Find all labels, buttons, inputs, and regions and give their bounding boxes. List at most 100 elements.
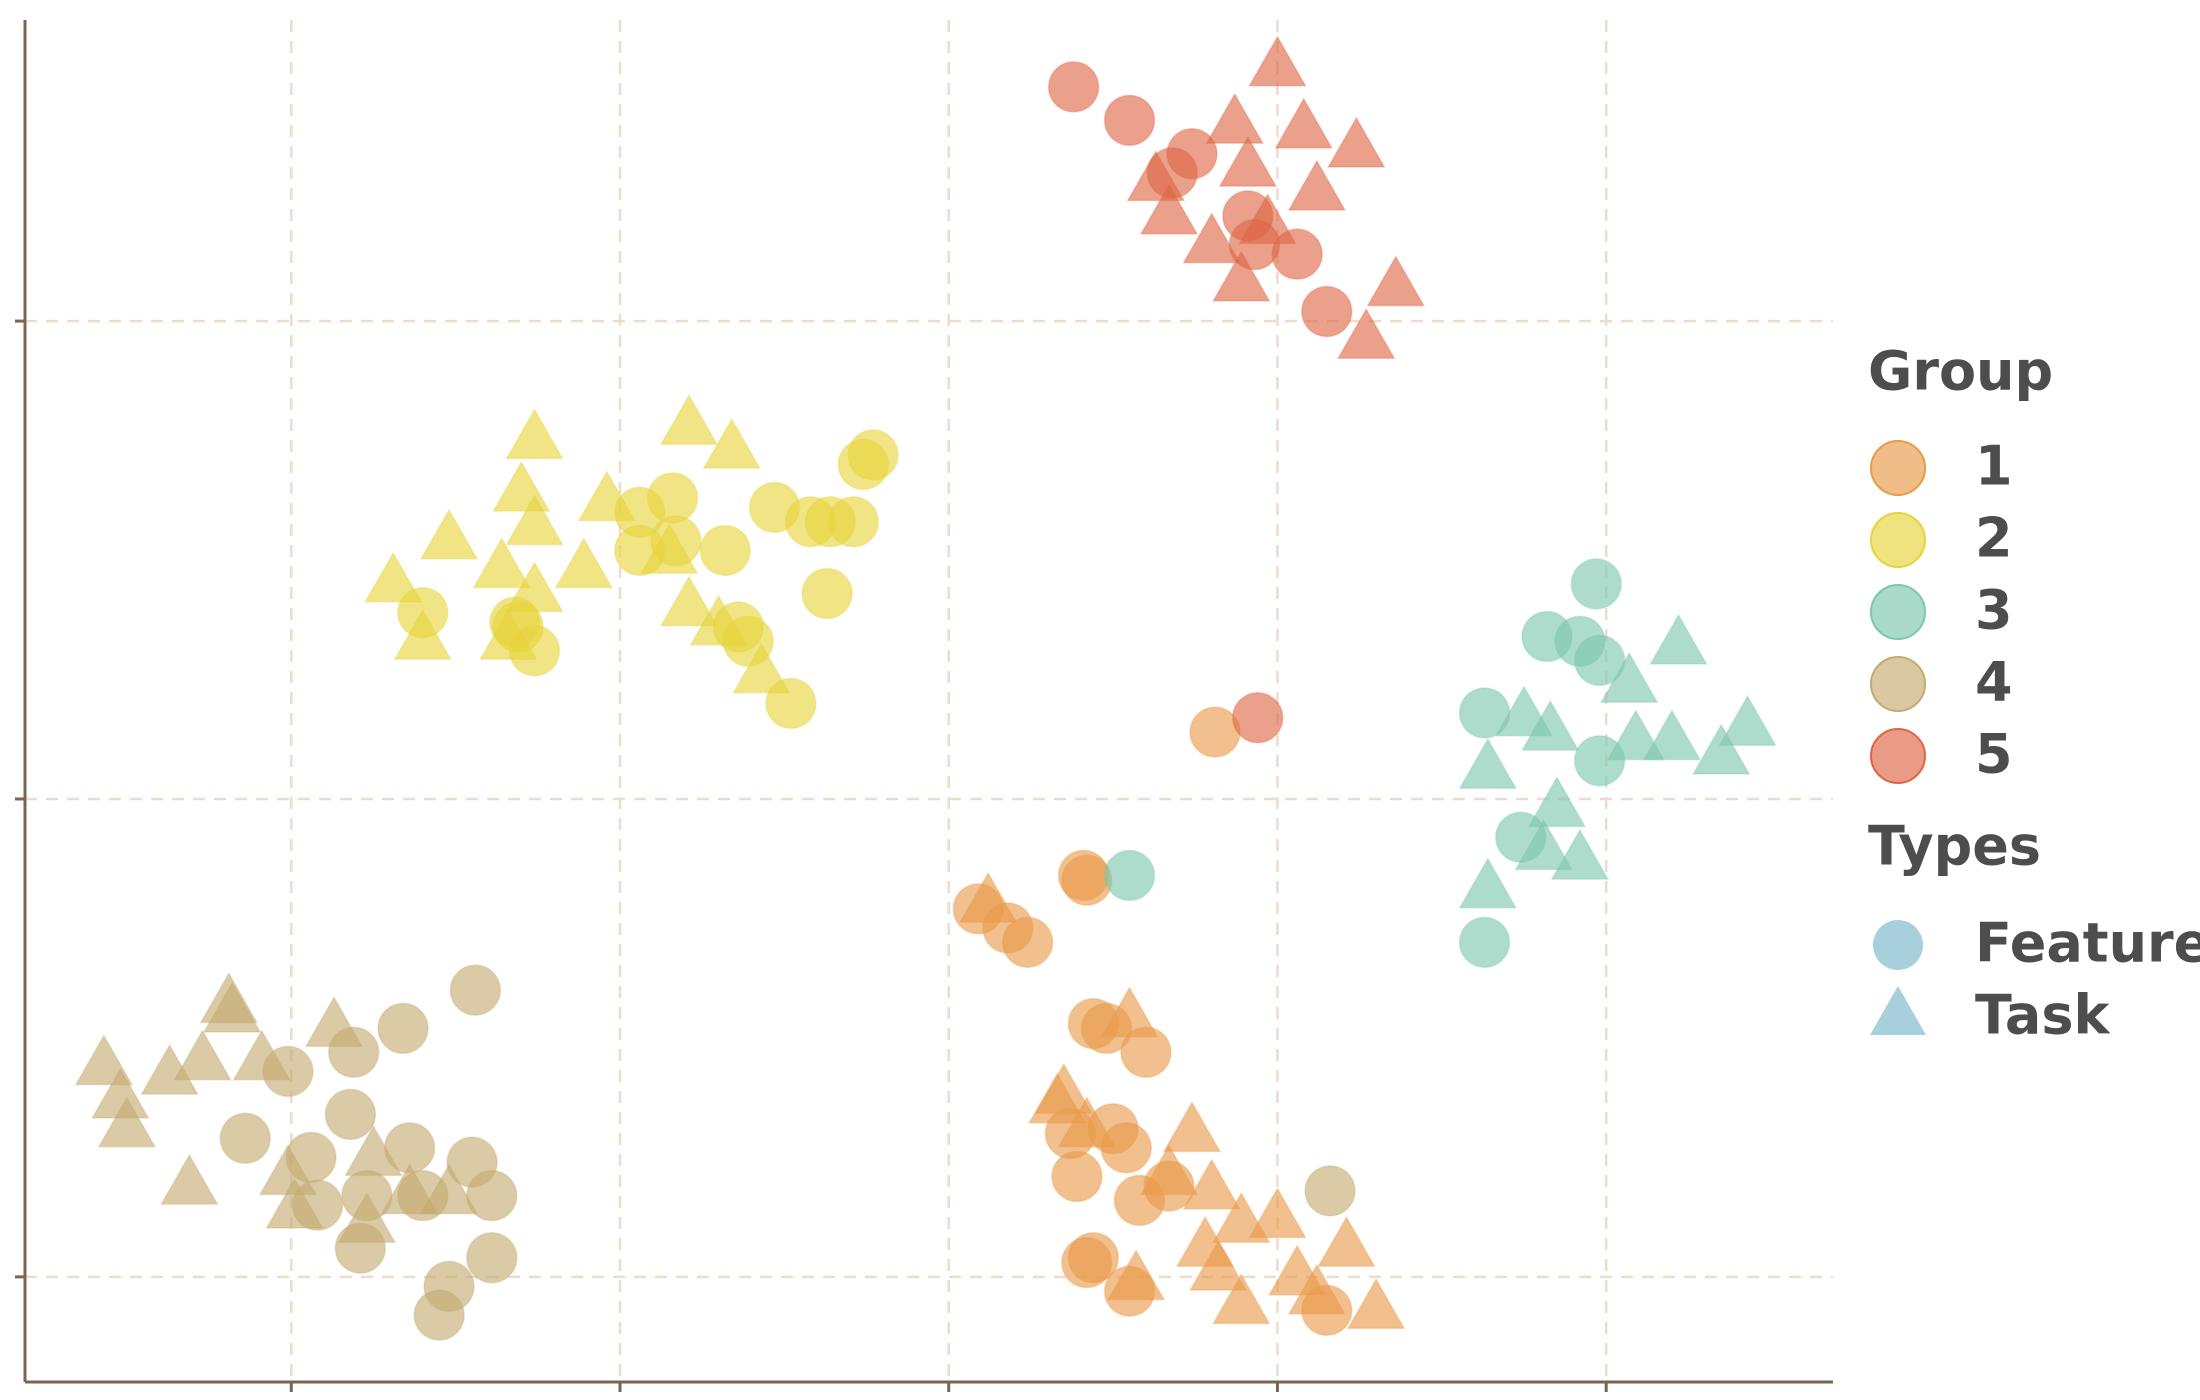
point bbox=[554, 537, 614, 589]
point bbox=[1106, 1249, 1166, 1301]
point bbox=[1274, 97, 1334, 149]
point bbox=[304, 995, 364, 1048]
point bbox=[1458, 737, 1518, 790]
point bbox=[837, 438, 890, 491]
point bbox=[1218, 135, 1278, 187]
legend-label: 5 bbox=[1975, 723, 2013, 786]
point bbox=[492, 460, 551, 512]
point bbox=[1327, 116, 1386, 168]
legend-title: Group bbox=[1868, 340, 2053, 403]
point bbox=[1366, 255, 1426, 307]
point bbox=[1211, 1273, 1271, 1325]
legend-label: 1 bbox=[1975, 435, 2013, 498]
legend-swatch bbox=[1870, 512, 1926, 568]
point bbox=[1182, 1158, 1241, 1210]
point bbox=[324, 1088, 377, 1141]
point bbox=[1100, 986, 1159, 1038]
point bbox=[1061, 1236, 1113, 1289]
point bbox=[74, 1034, 134, 1086]
point bbox=[1317, 1215, 1376, 1267]
point bbox=[265, 1177, 324, 1229]
point bbox=[1606, 709, 1666, 761]
point bbox=[1287, 159, 1347, 211]
point bbox=[1001, 916, 1054, 969]
point bbox=[160, 1153, 219, 1205]
point bbox=[1573, 634, 1626, 687]
point bbox=[958, 871, 1018, 923]
point bbox=[173, 1029, 232, 1081]
point bbox=[377, 1002, 429, 1055]
point bbox=[1188, 1239, 1248, 1291]
point bbox=[577, 470, 637, 522]
legend-swatch bbox=[1870, 986, 1926, 1035]
point bbox=[1573, 734, 1626, 787]
legend-swatch bbox=[1870, 656, 1926, 712]
point bbox=[97, 1096, 157, 1148]
point bbox=[702, 417, 762, 469]
point bbox=[1051, 1150, 1103, 1203]
legend-label: Task bbox=[1975, 984, 2110, 1047]
point bbox=[659, 393, 719, 445]
point bbox=[827, 496, 880, 548]
point bbox=[202, 981, 262, 1033]
point bbox=[1238, 192, 1297, 245]
point bbox=[1304, 1165, 1356, 1217]
point bbox=[380, 1163, 439, 1215]
point bbox=[640, 522, 699, 574]
point bbox=[1027, 1072, 1087, 1124]
point bbox=[505, 560, 564, 613]
legend-swatch bbox=[1873, 920, 1923, 970]
legend-label: 4 bbox=[1975, 651, 2013, 714]
point bbox=[1514, 819, 1574, 871]
point bbox=[1100, 1122, 1152, 1174]
point bbox=[1642, 709, 1702, 761]
legend-label: 2 bbox=[1975, 507, 2013, 570]
point bbox=[1691, 723, 1751, 775]
point bbox=[232, 1029, 291, 1081]
point bbox=[1139, 183, 1199, 235]
point bbox=[1301, 285, 1353, 338]
point bbox=[1521, 699, 1580, 751]
point bbox=[1287, 1263, 1347, 1315]
point bbox=[1139, 1143, 1199, 1196]
legend-label: Feature bbox=[1975, 912, 2200, 975]
point bbox=[1205, 92, 1265, 144]
point bbox=[1527, 776, 1587, 828]
point bbox=[449, 964, 502, 1016]
point bbox=[659, 575, 719, 627]
point bbox=[344, 1124, 403, 1177]
point bbox=[419, 508, 479, 560]
point bbox=[472, 537, 531, 589]
point bbox=[1599, 651, 1659, 704]
legend-title: Types bbox=[1868, 815, 2041, 878]
point bbox=[413, 1289, 465, 1341]
point bbox=[1550, 828, 1610, 880]
legend-swatch bbox=[1870, 440, 1926, 496]
point bbox=[699, 524, 751, 577]
point bbox=[219, 1112, 271, 1165]
point bbox=[1346, 1277, 1406, 1330]
point bbox=[1570, 558, 1623, 610]
point bbox=[1231, 691, 1284, 744]
point bbox=[419, 1163, 479, 1215]
point bbox=[1103, 94, 1156, 147]
point bbox=[1336, 307, 1396, 359]
point bbox=[1047, 61, 1100, 113]
point bbox=[505, 408, 564, 460]
point bbox=[732, 642, 791, 694]
legend-label: 3 bbox=[1975, 579, 2013, 642]
point bbox=[478, 608, 538, 661]
point bbox=[689, 594, 748, 646]
point bbox=[1248, 1187, 1307, 1239]
point bbox=[1649, 613, 1708, 665]
legend-swatch bbox=[1870, 728, 1926, 784]
point bbox=[363, 551, 423, 603]
point bbox=[466, 1169, 518, 1222]
point bbox=[337, 1191, 397, 1244]
point bbox=[505, 494, 564, 546]
point bbox=[466, 1231, 518, 1284]
point bbox=[1182, 212, 1241, 264]
point bbox=[1458, 857, 1518, 909]
point bbox=[1718, 694, 1777, 747]
